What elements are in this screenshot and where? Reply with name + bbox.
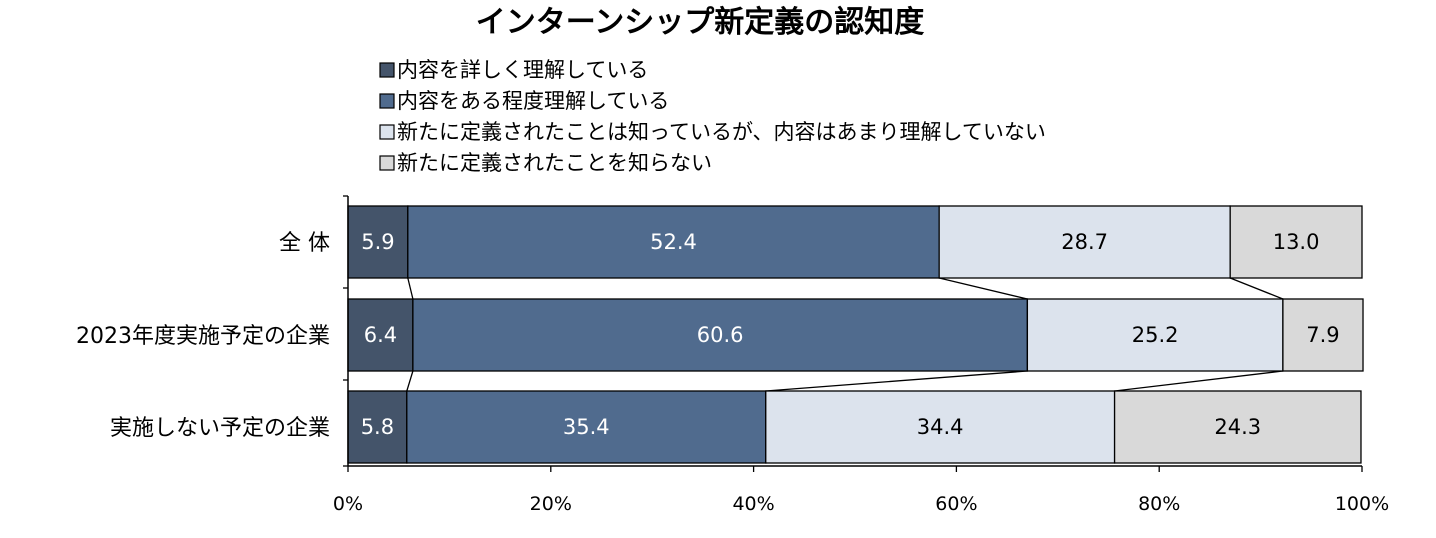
legend-label-series-1: 内容を詳しく理解している (397, 58, 648, 82)
bar-series-2-row-3 (406, 390, 767, 464)
value-label: 52.4 (650, 230, 697, 254)
bar-series-3-row-1 (938, 205, 1231, 279)
series-line (407, 277, 414, 300)
x-tick-label: 40% (732, 493, 774, 515)
x-tick-label: 100% (1335, 493, 1389, 515)
legend-label-series-3: 新たに定義されたことは知っているが、内容はあまり理解していない (397, 120, 1046, 144)
series-line (1229, 277, 1284, 300)
legend-swatch-series-1 (379, 62, 395, 78)
value-label: 34.4 (917, 415, 964, 439)
bar-series-3-row-2 (1026, 298, 1284, 372)
series-line (765, 370, 1028, 392)
legend-label-series-2: 内容をある程度理解している (397, 89, 669, 113)
x-tick-label: 20% (530, 493, 572, 515)
value-label: 25.2 (1132, 323, 1179, 347)
value-label: 7.9 (1306, 323, 1339, 347)
value-label: 6.4 (364, 323, 397, 347)
legend-swatch-series-4 (379, 155, 395, 171)
bar-series-4-row-2 (1282, 298, 1364, 372)
plot-area: 5.9 52.4 28.7 13.0 全 体 6.4 60.6 25.2 7.9 2023年度実施… (76, 195, 1389, 515)
series-line (406, 370, 414, 392)
category-label-row-2: 2023年度実施予定の企業 (76, 324, 330, 349)
value-label: 35.4 (563, 415, 610, 439)
category-label-row-3: 実施しない予定の企業 (110, 416, 330, 441)
series-line (1114, 370, 1283, 392)
value-label: 60.6 (697, 323, 744, 347)
legend: 内容を詳しく理解している内容をある程度理解している新たに定義されたことは知ってい… (379, 58, 1046, 175)
bar-series-2-row-2 (412, 298, 1029, 372)
bar-series-4-row-3 (1113, 390, 1362, 464)
series-line (939, 277, 1028, 300)
bar-series-1-row-1 (347, 205, 409, 279)
x-tick-label: 80% (1138, 493, 1180, 515)
chart-title: インターンシップ新定義の認知度 (476, 5, 925, 40)
category-label-row-1: 全 体 (279, 231, 330, 256)
value-label: 5.8 (361, 415, 394, 439)
legend-label-series-4: 新たに定義されたことを知らない (397, 151, 712, 175)
value-label: 13.0 (1273, 230, 1320, 254)
legend-swatch-series-2 (379, 93, 395, 109)
x-tick-label: 0% (333, 493, 363, 515)
value-label: 28.7 (1061, 230, 1108, 254)
bar-series-4-row-1 (1229, 205, 1363, 279)
bar-series-2-row-1 (407, 205, 940, 279)
legend-swatch-series-3 (379, 124, 395, 140)
x-tick-label: 60% (935, 493, 977, 515)
value-label: 5.9 (361, 230, 394, 254)
bar-series-1-row-2 (347, 298, 414, 372)
value-label: 24.3 (1214, 415, 1261, 439)
